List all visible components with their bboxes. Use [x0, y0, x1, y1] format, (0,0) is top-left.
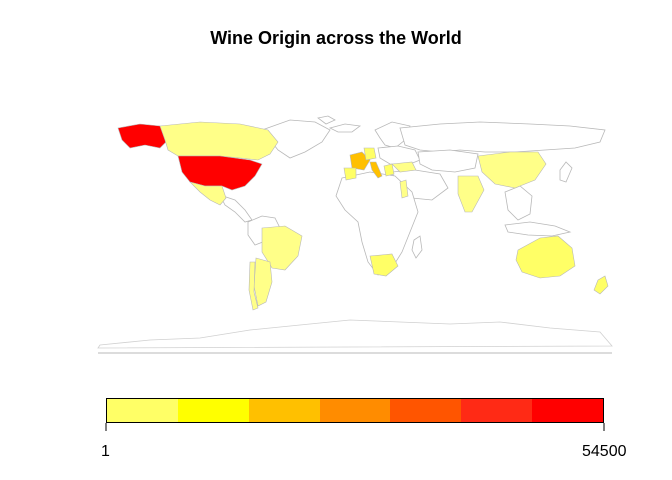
country-chile — [248, 261, 259, 311]
country-south-africa — [369, 253, 399, 277]
map-title: Wine Origin across the World — [210, 28, 462, 48]
southeast-asia — [504, 185, 533, 221]
country-mexico — [188, 181, 227, 206]
legend-swatch-7 — [532, 399, 604, 422]
legend-swatch-6 — [461, 399, 533, 422]
country-new-zealand — [593, 275, 609, 295]
country-india — [457, 175, 485, 213]
highlight-layer — [117, 121, 609, 311]
color-legend — [106, 398, 604, 423]
land-outline-layer — [97, 115, 613, 349]
indonesia — [504, 221, 572, 237]
legend-swatch-5 — [390, 399, 462, 422]
country-turkey — [391, 161, 417, 173]
country-germany — [363, 147, 377, 161]
country-brazil — [261, 225, 303, 271]
legend-swatch-1 — [107, 399, 178, 422]
legend-swatch-2 — [177, 399, 249, 422]
legend-swatch-3 — [248, 399, 320, 422]
country-israel — [399, 179, 409, 199]
madagascar — [411, 235, 423, 259]
country-greece — [383, 163, 395, 177]
antarctica — [97, 319, 613, 349]
legend-swatch-4 — [319, 399, 391, 422]
legend-max-label: 54500 — [582, 443, 627, 460]
country-italy — [369, 161, 383, 179]
country-canada — [159, 121, 279, 161]
country-argentina — [253, 257, 273, 307]
country-australia — [515, 235, 576, 279]
arctic-islands — [328, 123, 362, 133]
country-usa — [177, 155, 263, 191]
japan — [559, 161, 573, 183]
legend-min-label: 1 — [101, 443, 110, 460]
country-usa-alaska — [117, 123, 169, 149]
russia — [399, 121, 606, 153]
country-france — [349, 151, 371, 171]
country-china — [477, 151, 547, 189]
country-spain — [343, 167, 357, 181]
central-asia — [417, 149, 479, 173]
central-america — [219, 194, 253, 223]
